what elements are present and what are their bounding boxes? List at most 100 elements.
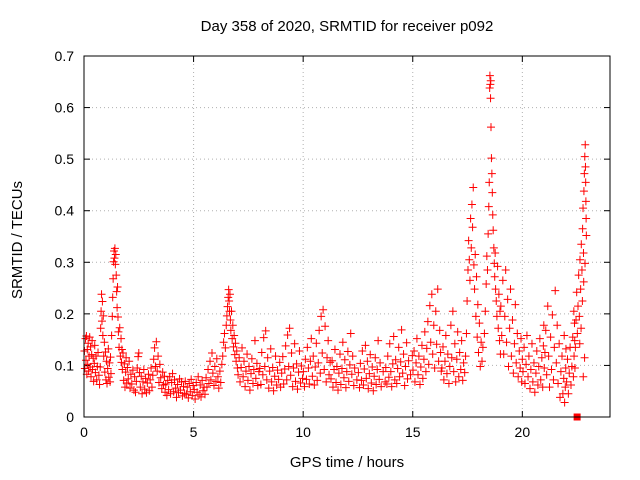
data-point-plus [444, 379, 453, 388]
data-point-plus [303, 343, 312, 352]
data-point-plus [354, 368, 363, 377]
data-point-plus [170, 375, 179, 384]
data-point-plus [311, 362, 320, 371]
data-point-plus [415, 380, 424, 389]
data-point-plus [332, 378, 341, 387]
data-point-plus [150, 343, 159, 352]
data-point-plus [277, 369, 286, 378]
data-point-plus [152, 337, 161, 346]
data-point-plus [252, 359, 261, 368]
data-point-plus [157, 384, 166, 393]
data-point-plus [485, 83, 494, 92]
data-point-plus [414, 352, 423, 361]
data-point-plus [452, 355, 461, 364]
data-point-plus [111, 250, 120, 259]
data-point-plus [505, 324, 514, 333]
data-point-plus [533, 381, 542, 390]
data-point-plus [122, 378, 131, 387]
plot-frame [83, 55, 611, 418]
data-point-plus [469, 260, 478, 269]
data-point-plus [575, 339, 584, 348]
data-point-plus [343, 347, 352, 356]
data-point-plus [501, 266, 510, 275]
data-point-plus [485, 178, 494, 187]
data-point-plus [438, 342, 447, 351]
data-point-plus [200, 390, 209, 399]
data-point-plus [360, 365, 369, 374]
data-point-plus [366, 350, 375, 359]
y-tick-label: 0.1 [55, 357, 75, 373]
data-point-plus [92, 375, 101, 384]
data-point-plus [106, 369, 115, 378]
data-point-plus [578, 224, 587, 233]
data-point-plus [552, 358, 561, 367]
data-point-plus [219, 338, 228, 347]
data-point-plus [99, 311, 108, 320]
data-point-plus [226, 316, 235, 325]
data-point-plus [227, 307, 236, 316]
data-point-plus [87, 372, 96, 381]
data-point-plus [317, 312, 326, 321]
data-point-plus [225, 290, 234, 299]
data-point-plus [344, 377, 353, 386]
data-point-plus [191, 394, 200, 403]
data-point-plus [580, 353, 589, 362]
data-point-plus [110, 254, 119, 263]
data-point-plus [527, 339, 536, 348]
y-tick-label: 0.7 [55, 48, 75, 64]
data-point-plus [262, 375, 271, 384]
data-point-plus [369, 386, 378, 395]
data-point-plus [542, 370, 551, 379]
data-point-plus [194, 372, 203, 381]
data-point-plus [164, 385, 173, 394]
data-point-plus [486, 123, 495, 132]
data-point-plus [327, 374, 336, 383]
data-point-plus [528, 377, 537, 386]
data-point-plus [503, 295, 512, 304]
data-point-plus [161, 379, 170, 388]
data-point-plus [481, 307, 490, 316]
data-point-plus [425, 301, 434, 310]
data-point-plus [96, 362, 105, 371]
data-point-plus [117, 345, 126, 354]
data-point-plus [98, 297, 107, 306]
data-point-plus [458, 376, 467, 385]
data-point-plus [572, 316, 581, 325]
y-tick-label: 0.2 [55, 306, 75, 322]
data-point-plus [578, 296, 587, 305]
data-point-plus [231, 339, 240, 348]
data-point-plus [546, 333, 555, 342]
data-point-plus [581, 259, 590, 268]
data-point-plus [330, 345, 339, 354]
data-point-plus [530, 388, 539, 397]
data-point-plus [218, 352, 227, 361]
data-point-plus [564, 389, 573, 398]
data-point-plus [117, 334, 126, 343]
data-point-plus [213, 372, 222, 381]
data-point-plus [230, 350, 239, 359]
data-point-plus [372, 380, 381, 389]
data-point-plus [211, 377, 220, 386]
data-point-plus [515, 346, 524, 355]
data-point-plus [126, 384, 135, 393]
data-point-plus [92, 352, 101, 361]
data-point-plus [260, 362, 269, 371]
data-point-plus [483, 266, 492, 275]
data-point-plus [402, 338, 411, 347]
data-point-plus [487, 169, 496, 178]
data-point-plus [349, 381, 358, 390]
data-point-plus [261, 326, 270, 335]
data-point-plus [495, 307, 504, 316]
data-point-plus [321, 322, 330, 331]
data-point-plus [484, 202, 493, 211]
data-point-plus [475, 319, 484, 328]
data-point-plus [496, 302, 505, 311]
y-tick-label: 0.4 [55, 203, 75, 219]
data-point-plus [127, 379, 136, 388]
data-point-plus [158, 368, 167, 377]
data-point-plus [348, 352, 357, 361]
data-point-plus [305, 379, 314, 388]
data-point-plus [361, 341, 370, 350]
data-point-plus [553, 321, 562, 330]
data-point-plus [394, 343, 403, 352]
